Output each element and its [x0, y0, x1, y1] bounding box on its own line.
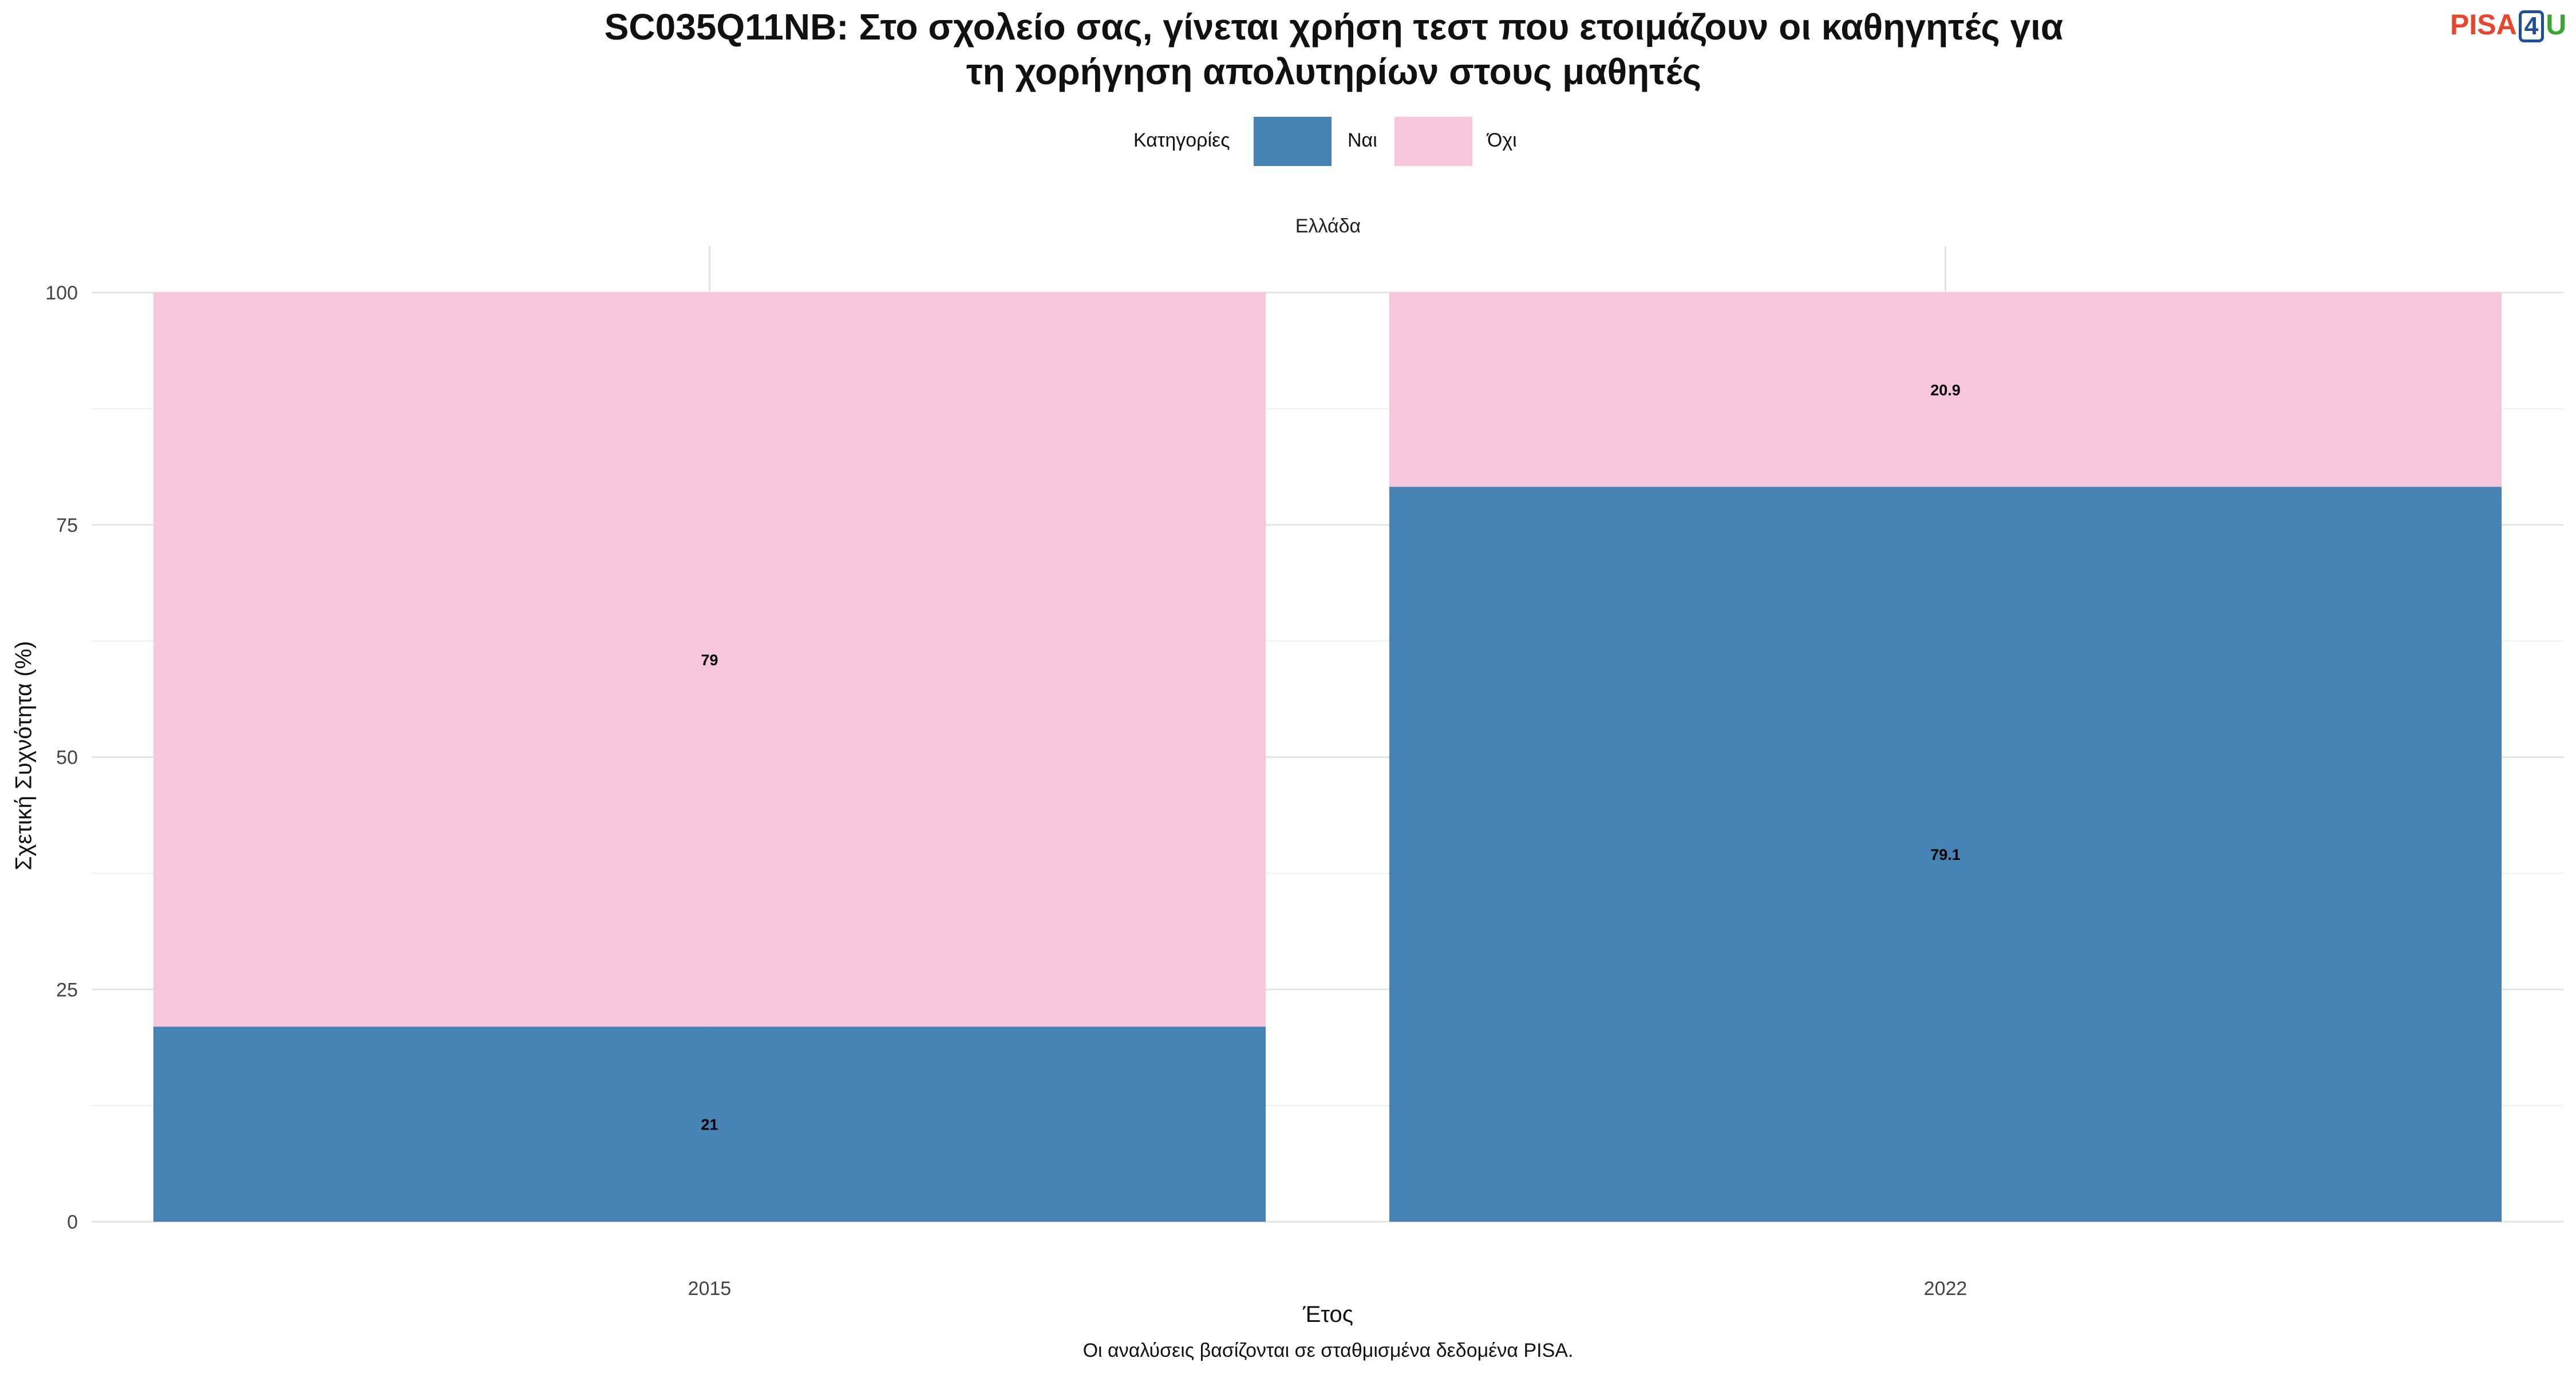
x-axis-title: Έτος [1302, 1302, 1354, 1327]
y-tick-label: 50 [56, 747, 78, 769]
legend-key-yes [1254, 117, 1332, 166]
caption: Οι αναλύσεις βασίζονται σε σταθμισμένα δ… [1082, 1340, 1574, 1361]
y-tick-label: 25 [56, 979, 78, 1001]
data-label: 21 [701, 1116, 718, 1134]
y-axis-title: Σχετική Συχνότητα (%) [11, 641, 37, 871]
data-label: 20.9 [1930, 382, 1961, 399]
data-label: 79.1 [1930, 846, 1961, 863]
data-label: 79 [701, 652, 718, 669]
legend-title: Κατηγορίες [1133, 129, 1230, 151]
x-tick-label: 2015 [688, 1278, 732, 1300]
chart-title-line-1: SC035Q11NB: Στο σχολείο σας, γίνεται χρή… [604, 6, 2064, 48]
bar-yes-2015 [153, 1026, 1266, 1222]
bar-no-2022 [1389, 293, 2502, 487]
y-tick-label: 0 [67, 1211, 78, 1233]
y-tick-label: 75 [56, 515, 78, 536]
bar-no-2015 [153, 293, 1266, 1027]
x-tick-label: 2022 [1924, 1278, 1967, 1300]
bar-yes-2022 [1389, 487, 2502, 1222]
legend-label-no: Όχι [1487, 129, 1517, 151]
legend-label-yes: Ναι [1348, 129, 1377, 151]
pisa4u-logo: PISA 4 U [2450, 8, 2566, 42]
facet-label: Ελλάδα [1295, 215, 1361, 237]
y-tick-label: 100 [45, 282, 78, 304]
chart-title-line-2: τη χορήγηση απολυτηρίων στους μαθητές [966, 51, 1701, 92]
legend-key-no [1394, 117, 1472, 166]
chart-title: SC035Q11NB: Στο σχολείο σας, γίνεται χρή… [0, 5, 2576, 94]
